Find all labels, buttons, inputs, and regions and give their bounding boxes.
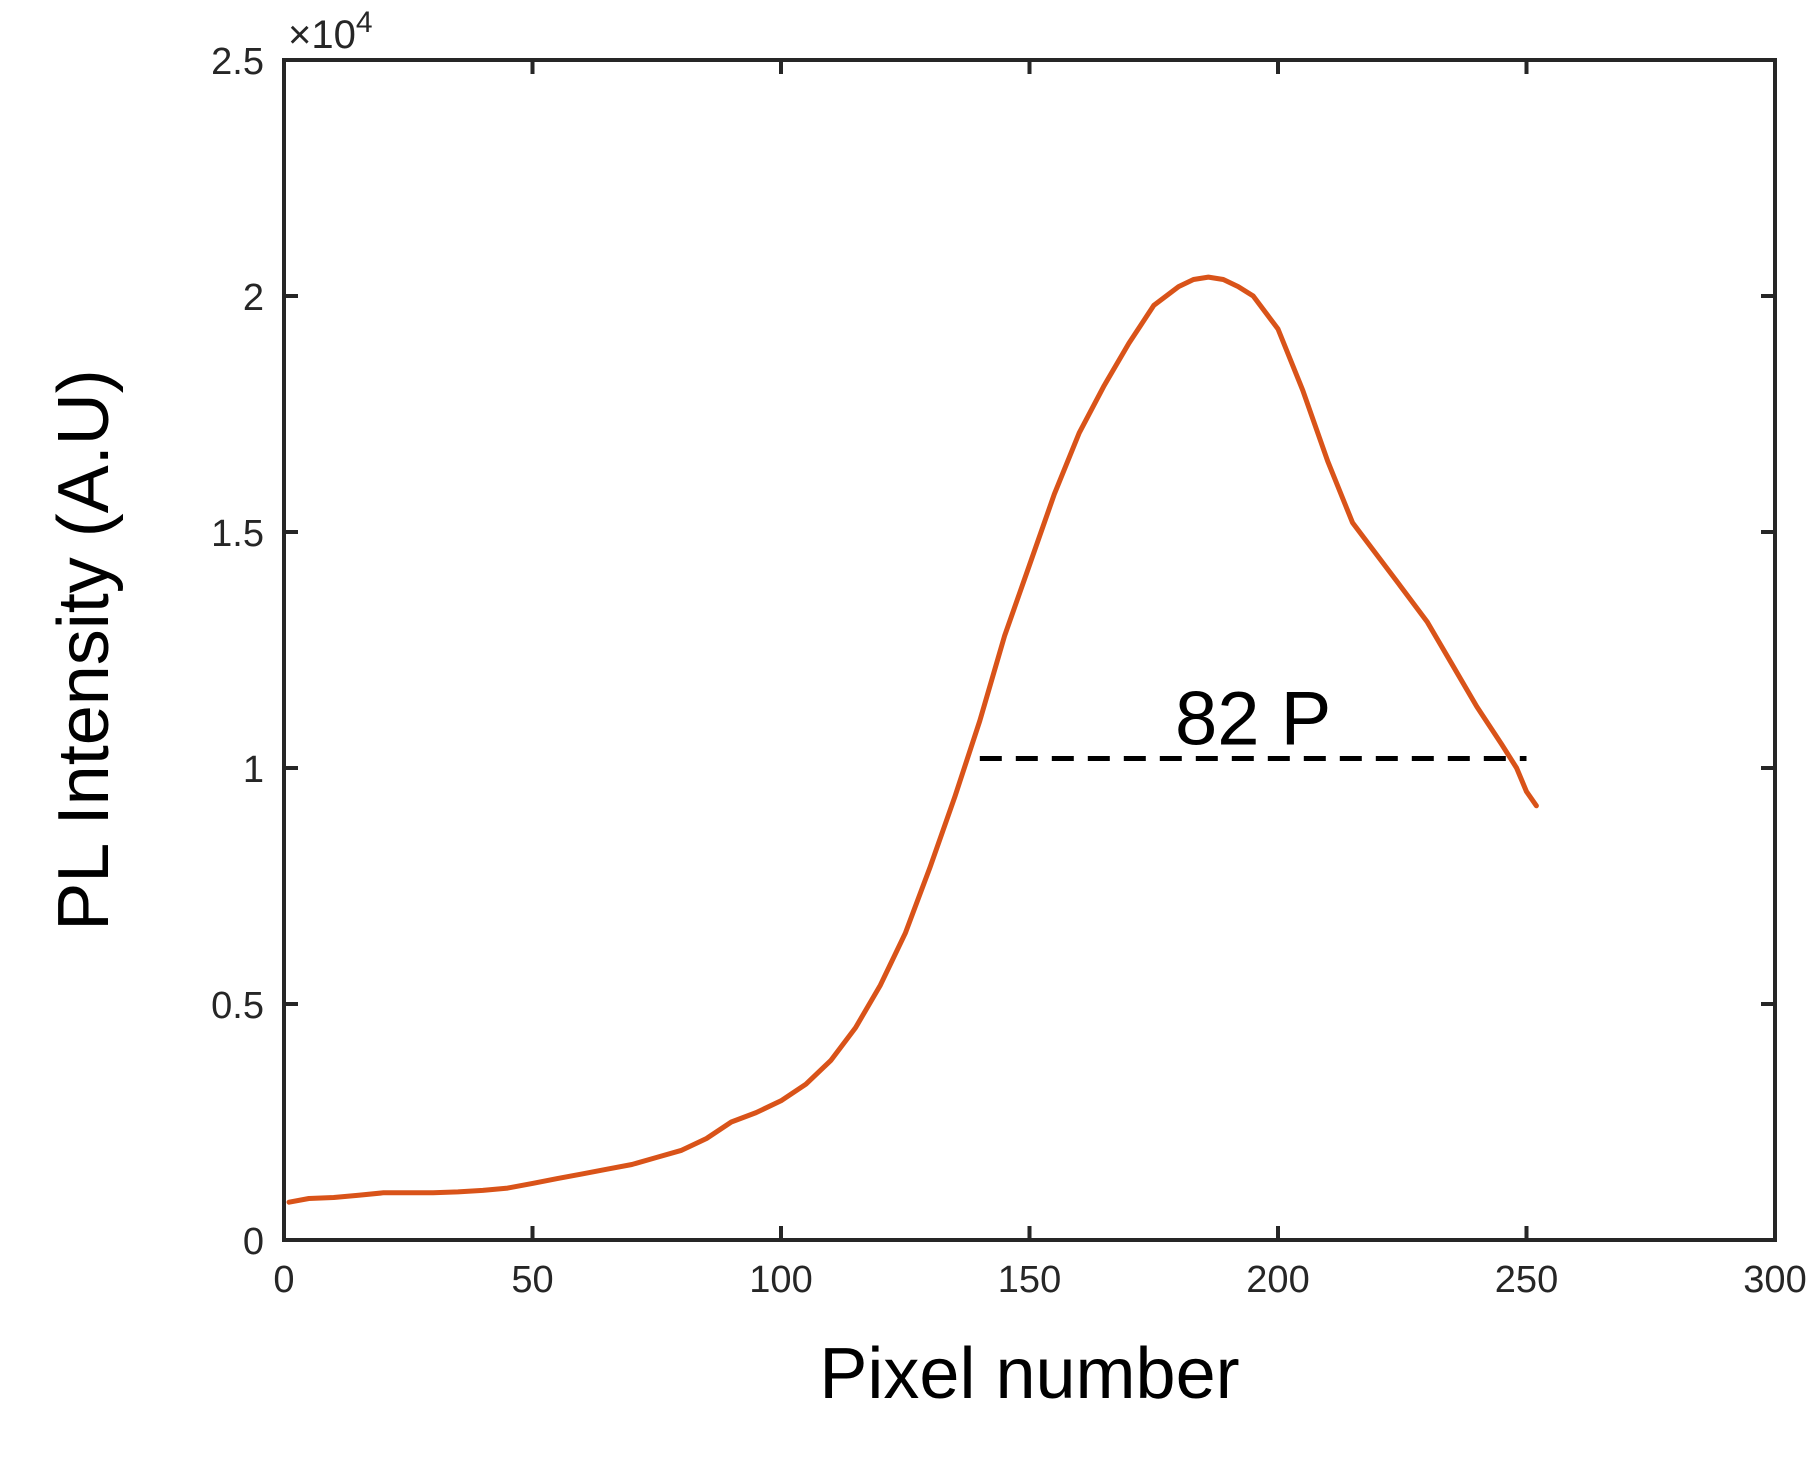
annotation-layer: 82 P bbox=[979, 677, 1527, 762]
axis-ticks bbox=[282, 58, 1777, 1242]
x-tick-label: 300 bbox=[1743, 1259, 1806, 1301]
x-tick-label: 150 bbox=[998, 1259, 1061, 1301]
y-multiplier-base: ×10 bbox=[288, 13, 356, 57]
x-axis-title: Pixel number bbox=[819, 1334, 1239, 1414]
y-tick-label: 0.5 bbox=[211, 985, 264, 1027]
y-tick-label: 0 bbox=[243, 1221, 264, 1263]
x-tick-label: 250 bbox=[1495, 1259, 1558, 1301]
y-tick-label: 1.5 bbox=[211, 513, 264, 555]
x-tick-label: 100 bbox=[749, 1259, 812, 1301]
fwhm-annotation-label: 82 P bbox=[1175, 677, 1331, 762]
x-tick-label: 50 bbox=[511, 1259, 553, 1301]
y-tick-label: 1 bbox=[243, 749, 264, 791]
plot-frame bbox=[282, 58, 1777, 1242]
y-tick-label: 2 bbox=[243, 277, 264, 319]
y-axis-title: PL Intensity (A.U) bbox=[44, 369, 124, 931]
y-tick-label: 2.5 bbox=[211, 41, 264, 83]
y-tick-labels: 0 0.5 1 1.5 2 2.5 bbox=[211, 41, 264, 1263]
y-multiplier: ×104 bbox=[288, 6, 373, 58]
x-tick-labels: 0 50 100 150 200 250 300 bbox=[273, 1259, 1806, 1301]
series-layer bbox=[286, 274, 1539, 1205]
y-multiplier-exponent: 4 bbox=[356, 6, 373, 39]
x-tick-label: 200 bbox=[1246, 1259, 1309, 1301]
x-tick-label: 0 bbox=[273, 1259, 294, 1301]
series-line-0 bbox=[286, 274, 1539, 1205]
